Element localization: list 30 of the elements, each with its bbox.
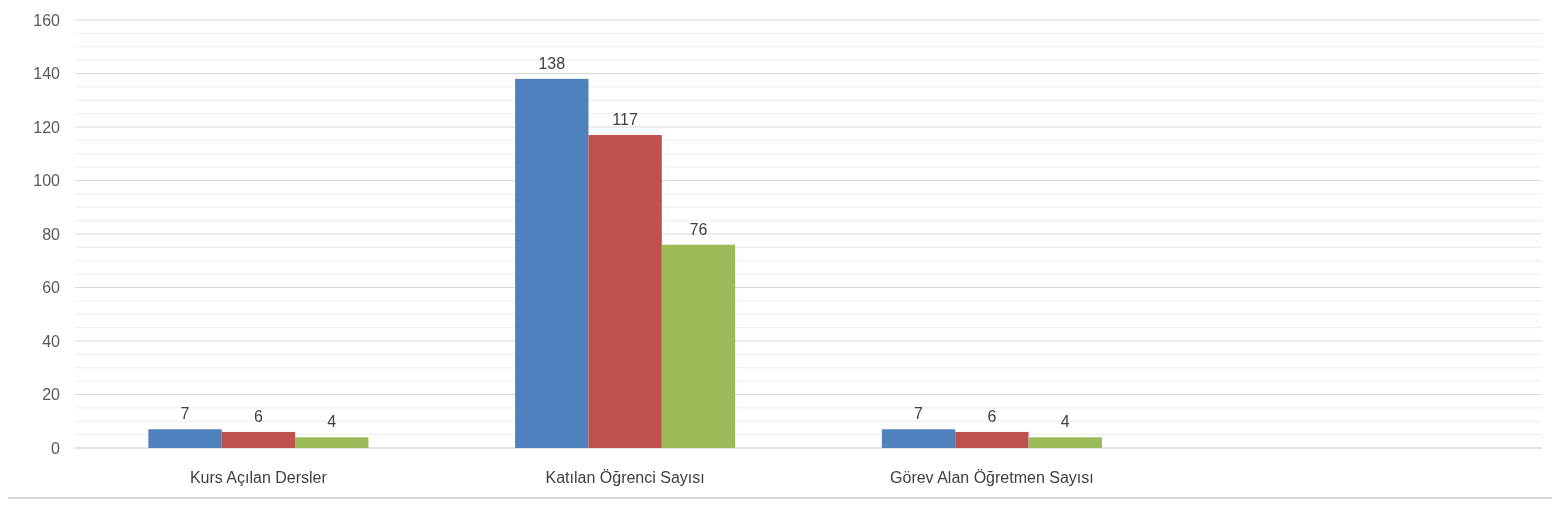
y-tick-label: 0 [51, 439, 61, 457]
bar [955, 431, 1029, 448]
bar [148, 429, 222, 448]
y-tick-label: 140 [33, 65, 61, 83]
data-label: 138 [538, 54, 566, 72]
data-label: 117 [612, 111, 638, 129]
y-tick-label: 20 [42, 386, 61, 404]
x-tick-label: Katılan Öğrenci Sayısı [545, 469, 705, 486]
bar [515, 78, 589, 448]
y-tick-label: 80 [42, 225, 61, 243]
x-tick-label: Kurs Açılan Dersler [189, 469, 328, 486]
y-tick-label: 60 [42, 279, 61, 297]
data-label: 6 [987, 407, 997, 425]
y-tick-label: 160 [33, 11, 61, 29]
bar [588, 135, 662, 448]
data-label: 6 [253, 407, 263, 425]
y-tick-label: 120 [33, 118, 61, 136]
data-label: 7 [914, 405, 924, 423]
bar [221, 431, 296, 448]
bar [295, 437, 369, 448]
y-tick-label: 100 [33, 172, 61, 190]
bar [1028, 437, 1102, 448]
data-label: 76 [689, 220, 708, 238]
data-label: 4 [1060, 413, 1070, 431]
x-tick-label: Görev Alan Öğretmen Sayısı [890, 469, 1094, 486]
bar [881, 429, 956, 448]
data-label: 7 [180, 405, 190, 423]
y-tick-label: 40 [42, 332, 61, 350]
bar [661, 244, 736, 448]
data-label: 4 [327, 413, 337, 431]
